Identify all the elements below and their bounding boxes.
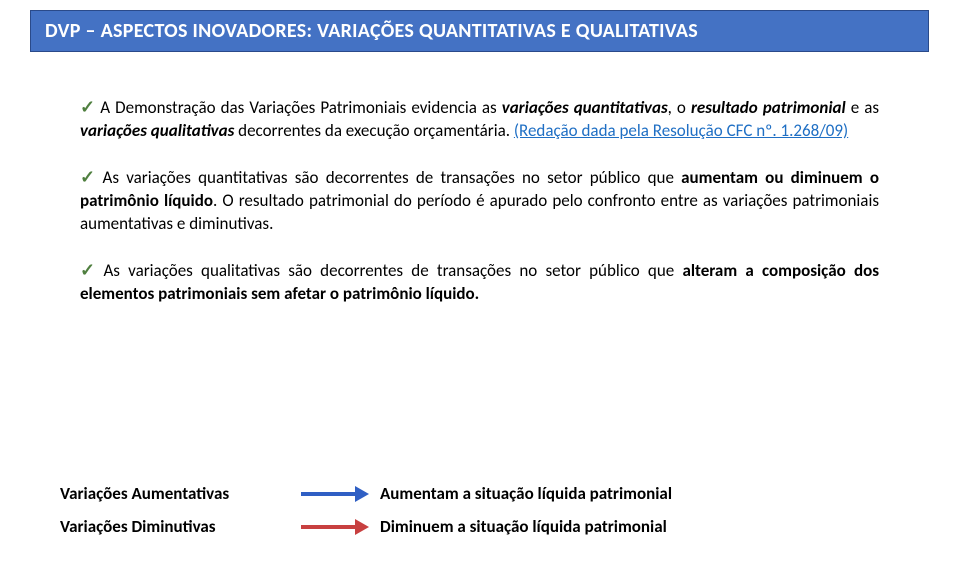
p1-text-g: decorrentes da execução orçamentária. — [234, 120, 514, 141]
header-title: DVP – ASPECTOS INOVADORES: VARIAÇÕES QUA… — [45, 19, 698, 43]
paragraph-1: ✓A Demonstração das Variações Patrimonia… — [80, 95, 879, 143]
p1-text-a: A Demonstração das Variações Patrimoniai… — [100, 97, 501, 118]
content-area: ✓A Demonstração das Variações Patrimonia… — [80, 95, 879, 328]
paragraph-2: ✓As variações quantitativas são decorren… — [80, 165, 879, 236]
row2-label: Variações Diminutivas — [60, 516, 290, 537]
arrow-wrap-1 — [290, 490, 380, 498]
p3-text-a: As variações qualitativas são decorrente… — [103, 260, 682, 281]
header-bar: DVP – ASPECTOS INOVADORES: VARIAÇÕES QUA… — [30, 10, 929, 52]
p2-text-a: As variações quantitativas são decorrent… — [102, 167, 681, 188]
p1-text-e: e as — [846, 97, 879, 118]
p1-text-f: variações qualitativas — [80, 120, 234, 141]
row2-desc: Diminuem a situação líquida patrimonial — [380, 516, 667, 537]
row1-label: Variações Aumentativas — [60, 483, 290, 504]
p1-text-d: resultado patrimonial — [691, 97, 846, 118]
p1-text-b: variações quantitativas — [502, 97, 668, 118]
bottom-rows: Variações Aumentativas Aumentam a situaç… — [60, 483, 919, 549]
arrow-right-icon — [301, 523, 369, 531]
row-diminutivas: Variações Diminutivas Diminuem a situaçã… — [60, 516, 919, 537]
arrow-wrap-2 — [290, 523, 380, 531]
arrow-right-icon — [301, 490, 369, 498]
row-aumentativas: Variações Aumentativas Aumentam a situaç… — [60, 483, 919, 504]
p1-text-c: , o — [668, 97, 691, 118]
row1-desc: Aumentam a situação líquida patrimonial — [380, 483, 672, 504]
p1-citation: (Redação dada pela Resolução CFC nº. 1.2… — [514, 120, 848, 141]
check-icon: ✓ — [80, 96, 96, 118]
check-icon: ✓ — [80, 259, 99, 281]
check-icon: ✓ — [80, 166, 98, 188]
paragraph-3: ✓As variações qualitativas são decorrent… — [80, 258, 879, 306]
